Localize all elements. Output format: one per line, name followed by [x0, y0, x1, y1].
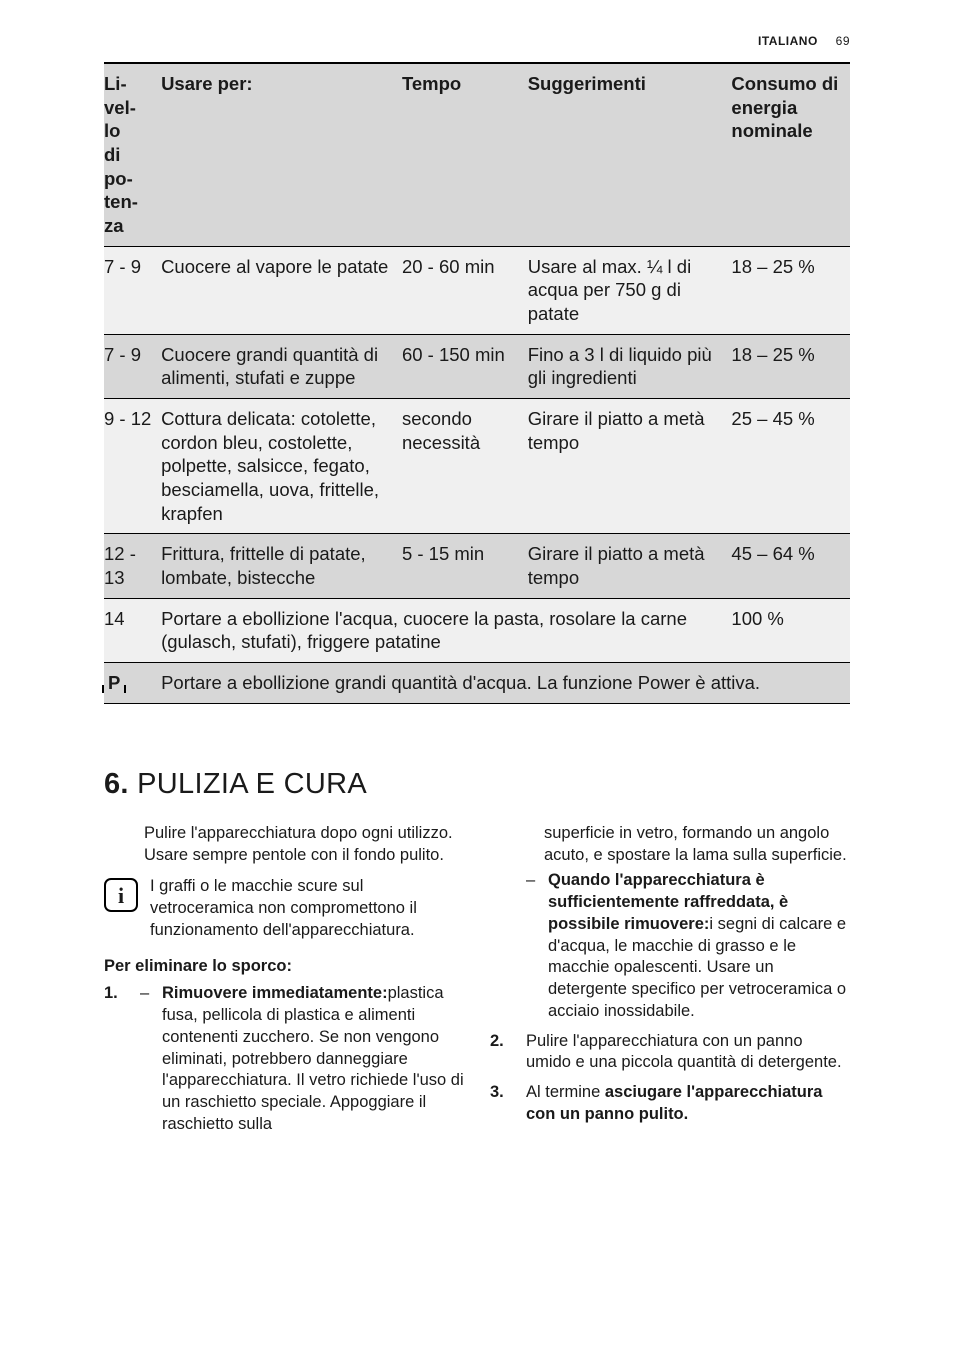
continuation-text: superficie in vetro, formando un angolo … — [544, 823, 850, 867]
step-number: 3. — [490, 1082, 512, 1126]
cell-use: Cottura delicata: cotolette, cordon bleu… — [161, 399, 402, 534]
table-row: 7 - 9 Cuocere al vapore le patate 20 - 6… — [104, 246, 850, 334]
cell-full: Portare a ebollizione grandi quantità d'… — [161, 663, 850, 704]
table-row: 14 Portare a ebollizione l'acqua, cuocer… — [104, 598, 850, 662]
cell-level: 14 — [104, 598, 161, 662]
cell-energy: 100 % — [731, 598, 850, 662]
bullet-text: Quando l'apparecchiatura è sufficienteme… — [548, 870, 850, 1022]
table-header-row: Li- vel- lo di po- ten- za Usare per: Te… — [104, 63, 850, 246]
section-title: PULIZIA E CURA — [137, 768, 367, 800]
cell-sugg: Girare il piatto a metà tempo — [528, 399, 732, 534]
cell-energy: 25 – 45 % — [731, 399, 850, 534]
th-energy: Consumo di energia nominale — [731, 63, 850, 246]
table-row: P Portare a ebollizione grandi quantità … — [104, 663, 850, 704]
table-row: 7 - 9 Cuocere grandi quantità di aliment… — [104, 334, 850, 398]
step-text: Pulire l'apparecchiatura con un panno um… — [526, 1031, 850, 1075]
table-row: 12 - 13 Frittura, frittelle di patate, l… — [104, 534, 850, 598]
th-time: Tempo — [402, 63, 528, 246]
cell-level: 7 - 9 — [104, 246, 161, 334]
section-heading: 6. PULIZIA E CURA — [104, 768, 850, 801]
column-left: Pulire l'apparecchiatura dopo ogni utili… — [104, 823, 464, 1144]
cell-sugg: Girare il piatto a metà tempo — [528, 534, 732, 598]
info-note: i I graffi o le macchie scure sul vetroc… — [104, 876, 464, 941]
info-note-text: I graffi o le macchie scure sul vetrocer… — [150, 876, 464, 941]
step-lead: Al termine — [526, 1083, 605, 1101]
cell-energy: 18 – 25 % — [731, 246, 850, 334]
th-use: Usare per: — [161, 63, 402, 246]
cell-use: Cuocere al vapore le patate — [161, 246, 402, 334]
page-number: 69 — [836, 34, 850, 48]
power-icon: P — [104, 671, 124, 695]
bullet-bold: Rimuovere immediatamente: — [162, 984, 388, 1002]
th-level: Li- vel- lo di po- ten- za — [104, 63, 161, 246]
cooking-table: Li- vel- lo di po- ten- za Usare per: Te… — [104, 62, 850, 704]
bullet-rest: plastica fusa, pellicola di plastica e a… — [162, 984, 464, 1133]
cell-time: 20 - 60 min — [402, 246, 528, 334]
th-sugg: Suggerimenti — [528, 63, 732, 246]
step-number: 2. — [490, 1031, 512, 1075]
dash-icon: – — [140, 983, 152, 1135]
bullet-text: Rimuovere immediatamente:plastica fusa, … — [162, 983, 464, 1135]
subheading: Per eliminare lo sporco: — [104, 956, 464, 978]
cell-level: 12 - 13 — [104, 534, 161, 598]
running-header-lang: ITALIANO — [758, 34, 818, 48]
cell-wide: Portare a ebollizione l'acqua, cuocere l… — [161, 598, 731, 662]
intro-text: Pulire l'apparecchiatura dopo ogni utili… — [144, 823, 464, 867]
step-number: 1. — [104, 983, 126, 1135]
bullet-item: – Rimuovere immediatamente:plastica fusa… — [140, 983, 464, 1135]
cell-sugg: Fino a 3 l di liquido più gli ingredient… — [528, 334, 732, 398]
section-number: 6. — [104, 768, 129, 800]
step-2: 2. Pulire l'apparecchiatura con un panno… — [490, 1031, 850, 1075]
cell-level-power: P — [104, 663, 161, 704]
cell-level: 9 - 12 — [104, 399, 161, 534]
running-header: ITALIANO 69 — [104, 34, 850, 48]
cell-use: Cuocere grandi quantità di alimenti, stu… — [161, 334, 402, 398]
dash-icon: – — [526, 870, 538, 1022]
info-icon: i — [104, 878, 138, 912]
column-right: superficie in vetro, formando un angolo … — [490, 823, 850, 1144]
cell-time: 5 - 15 min — [402, 534, 528, 598]
step-1: 1. – Rimuovere immediatamente:plastica f… — [104, 983, 464, 1135]
bullet-item: – Quando l'apparecchiatura è sufficiente… — [526, 870, 850, 1022]
step-text: Al termine asciugare l'apparecchiatura c… — [526, 1082, 850, 1126]
cell-energy: 45 – 64 % — [731, 534, 850, 598]
cell-time: 60 - 150 min — [402, 334, 528, 398]
table-row: 9 - 12 Cottura delicata: cotolette, cord… — [104, 399, 850, 534]
cell-energy: 18 – 25 % — [731, 334, 850, 398]
cell-level: 7 - 9 — [104, 334, 161, 398]
cell-time: secondo necessità — [402, 399, 528, 534]
cell-use: Frittura, frittelle di patate, lombate, … — [161, 534, 402, 598]
body-columns: Pulire l'apparecchiatura dopo ogni utili… — [104, 823, 850, 1144]
cell-sugg: Usare al max. ¼ l di acqua per 750 g di … — [528, 246, 732, 334]
step-3: 3. Al termine asciugare l'apparecchiatur… — [490, 1082, 850, 1126]
